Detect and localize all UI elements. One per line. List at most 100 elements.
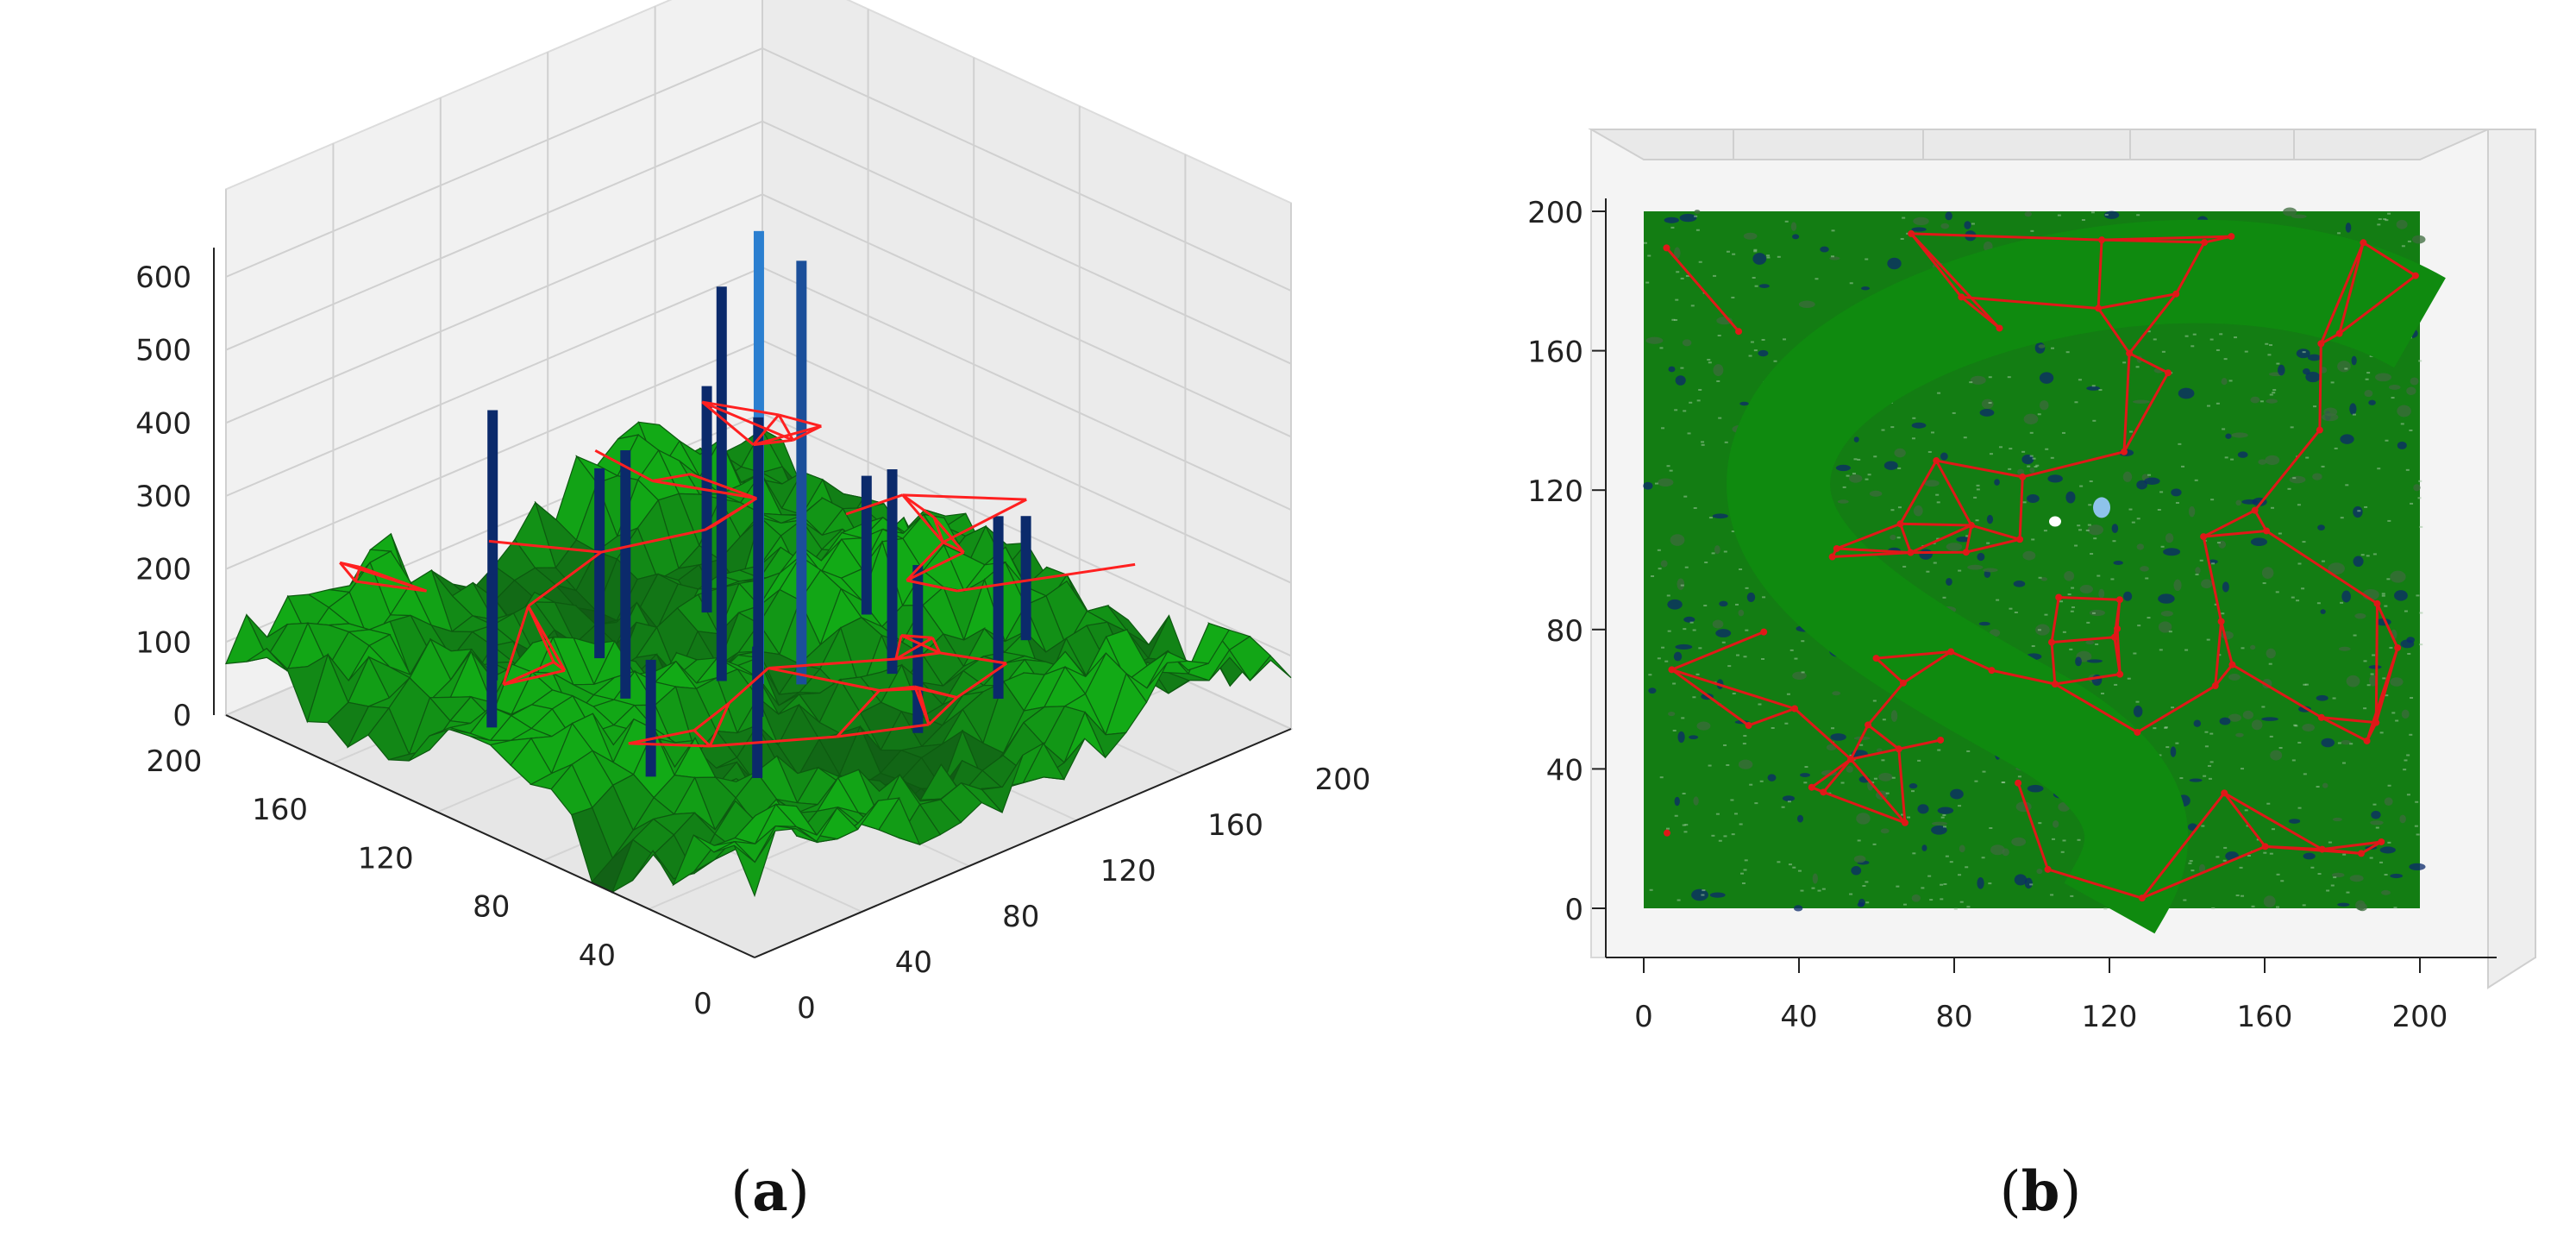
b-speckle — [1927, 875, 1932, 877]
b-speckle — [2135, 700, 2140, 703]
b-speckle — [1853, 458, 1858, 461]
b-speckle — [2095, 643, 2099, 645]
b-speckle — [2403, 769, 2407, 771]
b-speckle — [1753, 250, 1758, 253]
b-obstacle — [1858, 898, 1865, 907]
b-path-node — [2372, 719, 2380, 726]
b-speckle — [2207, 764, 2211, 767]
a-path-edge — [906, 541, 944, 581]
b-speckle — [2389, 646, 2393, 649]
b-speckle — [2216, 856, 2220, 858]
a-z-tick-label: 300 — [135, 480, 191, 514]
b-speckle — [1689, 621, 1694, 624]
b-speckle — [2216, 402, 2220, 405]
b-obstacle — [2296, 348, 2310, 359]
b-speckle — [1698, 388, 1702, 391]
a-grid-line — [225, 120, 1292, 365]
b-obstacle — [2188, 505, 2196, 518]
panel-b-top-view: 0 40 80 120 160 200 0 40 80 120 160 200 — [1527, 129, 2536, 1034]
b-obstacle — [1793, 905, 1803, 912]
b-path-edge — [2050, 642, 2057, 685]
b-obstacle — [1946, 577, 1952, 587]
b-speckle — [2363, 660, 2367, 662]
b-obstacle — [1738, 609, 1745, 617]
b-speckle — [2386, 578, 2391, 581]
b-speckle — [2070, 610, 2074, 612]
b-speckle — [2092, 419, 2097, 422]
a-x-tick-label: 80 — [1002, 900, 1039, 934]
b-speckle — [1789, 649, 1794, 651]
b-path-node — [1962, 549, 1970, 556]
b-speckle — [1872, 843, 1877, 845]
b-speckle — [1674, 319, 1678, 322]
b-speckle — [2085, 529, 2090, 531]
b-speckle — [2259, 400, 2264, 403]
b-speckle — [2278, 746, 2283, 749]
b-speckle — [2038, 576, 2042, 579]
b-path-edge — [2051, 636, 2115, 644]
b-path-node — [1664, 829, 1671, 837]
b-speckle — [1701, 441, 1705, 443]
b-path-edge — [2059, 596, 2120, 601]
b-path-edge — [2253, 509, 2268, 532]
b-speckle — [2077, 838, 2081, 841]
b-speckle — [1959, 901, 1964, 903]
b-speckle — [1881, 429, 1885, 431]
b-speckle — [1680, 367, 1684, 369]
b-speckle — [1674, 409, 1678, 411]
b-speckle — [2147, 330, 2151, 333]
b-obstacle — [1643, 481, 1653, 490]
b-speckle — [2230, 458, 2234, 461]
b-speckle — [1711, 834, 1715, 837]
b-path-node — [2360, 239, 2367, 247]
b-path-edge — [2054, 682, 2139, 734]
b-speckle — [2406, 794, 2410, 796]
b-path-edge — [2097, 292, 2177, 310]
a-y-tick-label: 80 — [473, 890, 510, 925]
b-path-edge — [2021, 450, 2125, 479]
b-path-edge — [1670, 631, 1764, 671]
a-y-axis — [225, 714, 755, 958]
b-obstacle — [2165, 533, 2174, 543]
b-path-edge — [1899, 460, 1938, 525]
b-obstacle — [2409, 863, 2426, 871]
a-tick-labels: 0 40 80 120 160 200 0 40 80 120 160 200 0 100 200 300 40… — [135, 261, 1370, 1026]
b-speckle — [2332, 697, 2336, 700]
b-speckle — [2416, 594, 2420, 597]
b-speckle — [2328, 841, 2332, 844]
b-speckle — [2276, 362, 2280, 365]
b-speckle — [2419, 612, 2423, 614]
b-speckle — [1771, 726, 1775, 729]
b-speckle — [2091, 385, 2096, 387]
b-speckle — [2379, 861, 2384, 863]
b-speckle — [1657, 657, 1661, 660]
b-obstacle — [1670, 534, 1685, 546]
b-obstacle — [1657, 478, 1674, 487]
b-speckle — [1661, 646, 1665, 649]
b-speckle — [2418, 360, 2422, 362]
b-obstacle — [2369, 675, 2378, 687]
b-speckle — [2122, 361, 2127, 364]
b-obstacle — [2346, 675, 2360, 687]
b-obstacle — [1846, 765, 1853, 773]
b-speckle — [1754, 802, 1758, 805]
b-speckle — [2296, 600, 2300, 602]
a-path-edge — [836, 689, 881, 738]
b-speckle — [1911, 790, 1915, 793]
b-speckle — [1974, 780, 1978, 782]
b-speckle — [2129, 430, 2134, 433]
b-obstacle — [1940, 452, 1948, 461]
b-obstacle — [2173, 579, 2182, 592]
b-obstacle — [2195, 567, 2201, 574]
a-path-edge — [914, 685, 958, 699]
b-path-node — [1865, 721, 1872, 729]
b-speckle — [2050, 456, 2054, 459]
b-obstacle — [1792, 234, 1800, 240]
b-path-node — [2016, 536, 2024, 543]
b-speckle — [1912, 852, 1916, 855]
b-speckle — [2419, 525, 2423, 528]
b-speckle — [1873, 777, 1877, 780]
b-path-node — [1828, 553, 1836, 561]
b-speckle — [2160, 545, 2165, 548]
b-speckle — [1683, 628, 1687, 631]
